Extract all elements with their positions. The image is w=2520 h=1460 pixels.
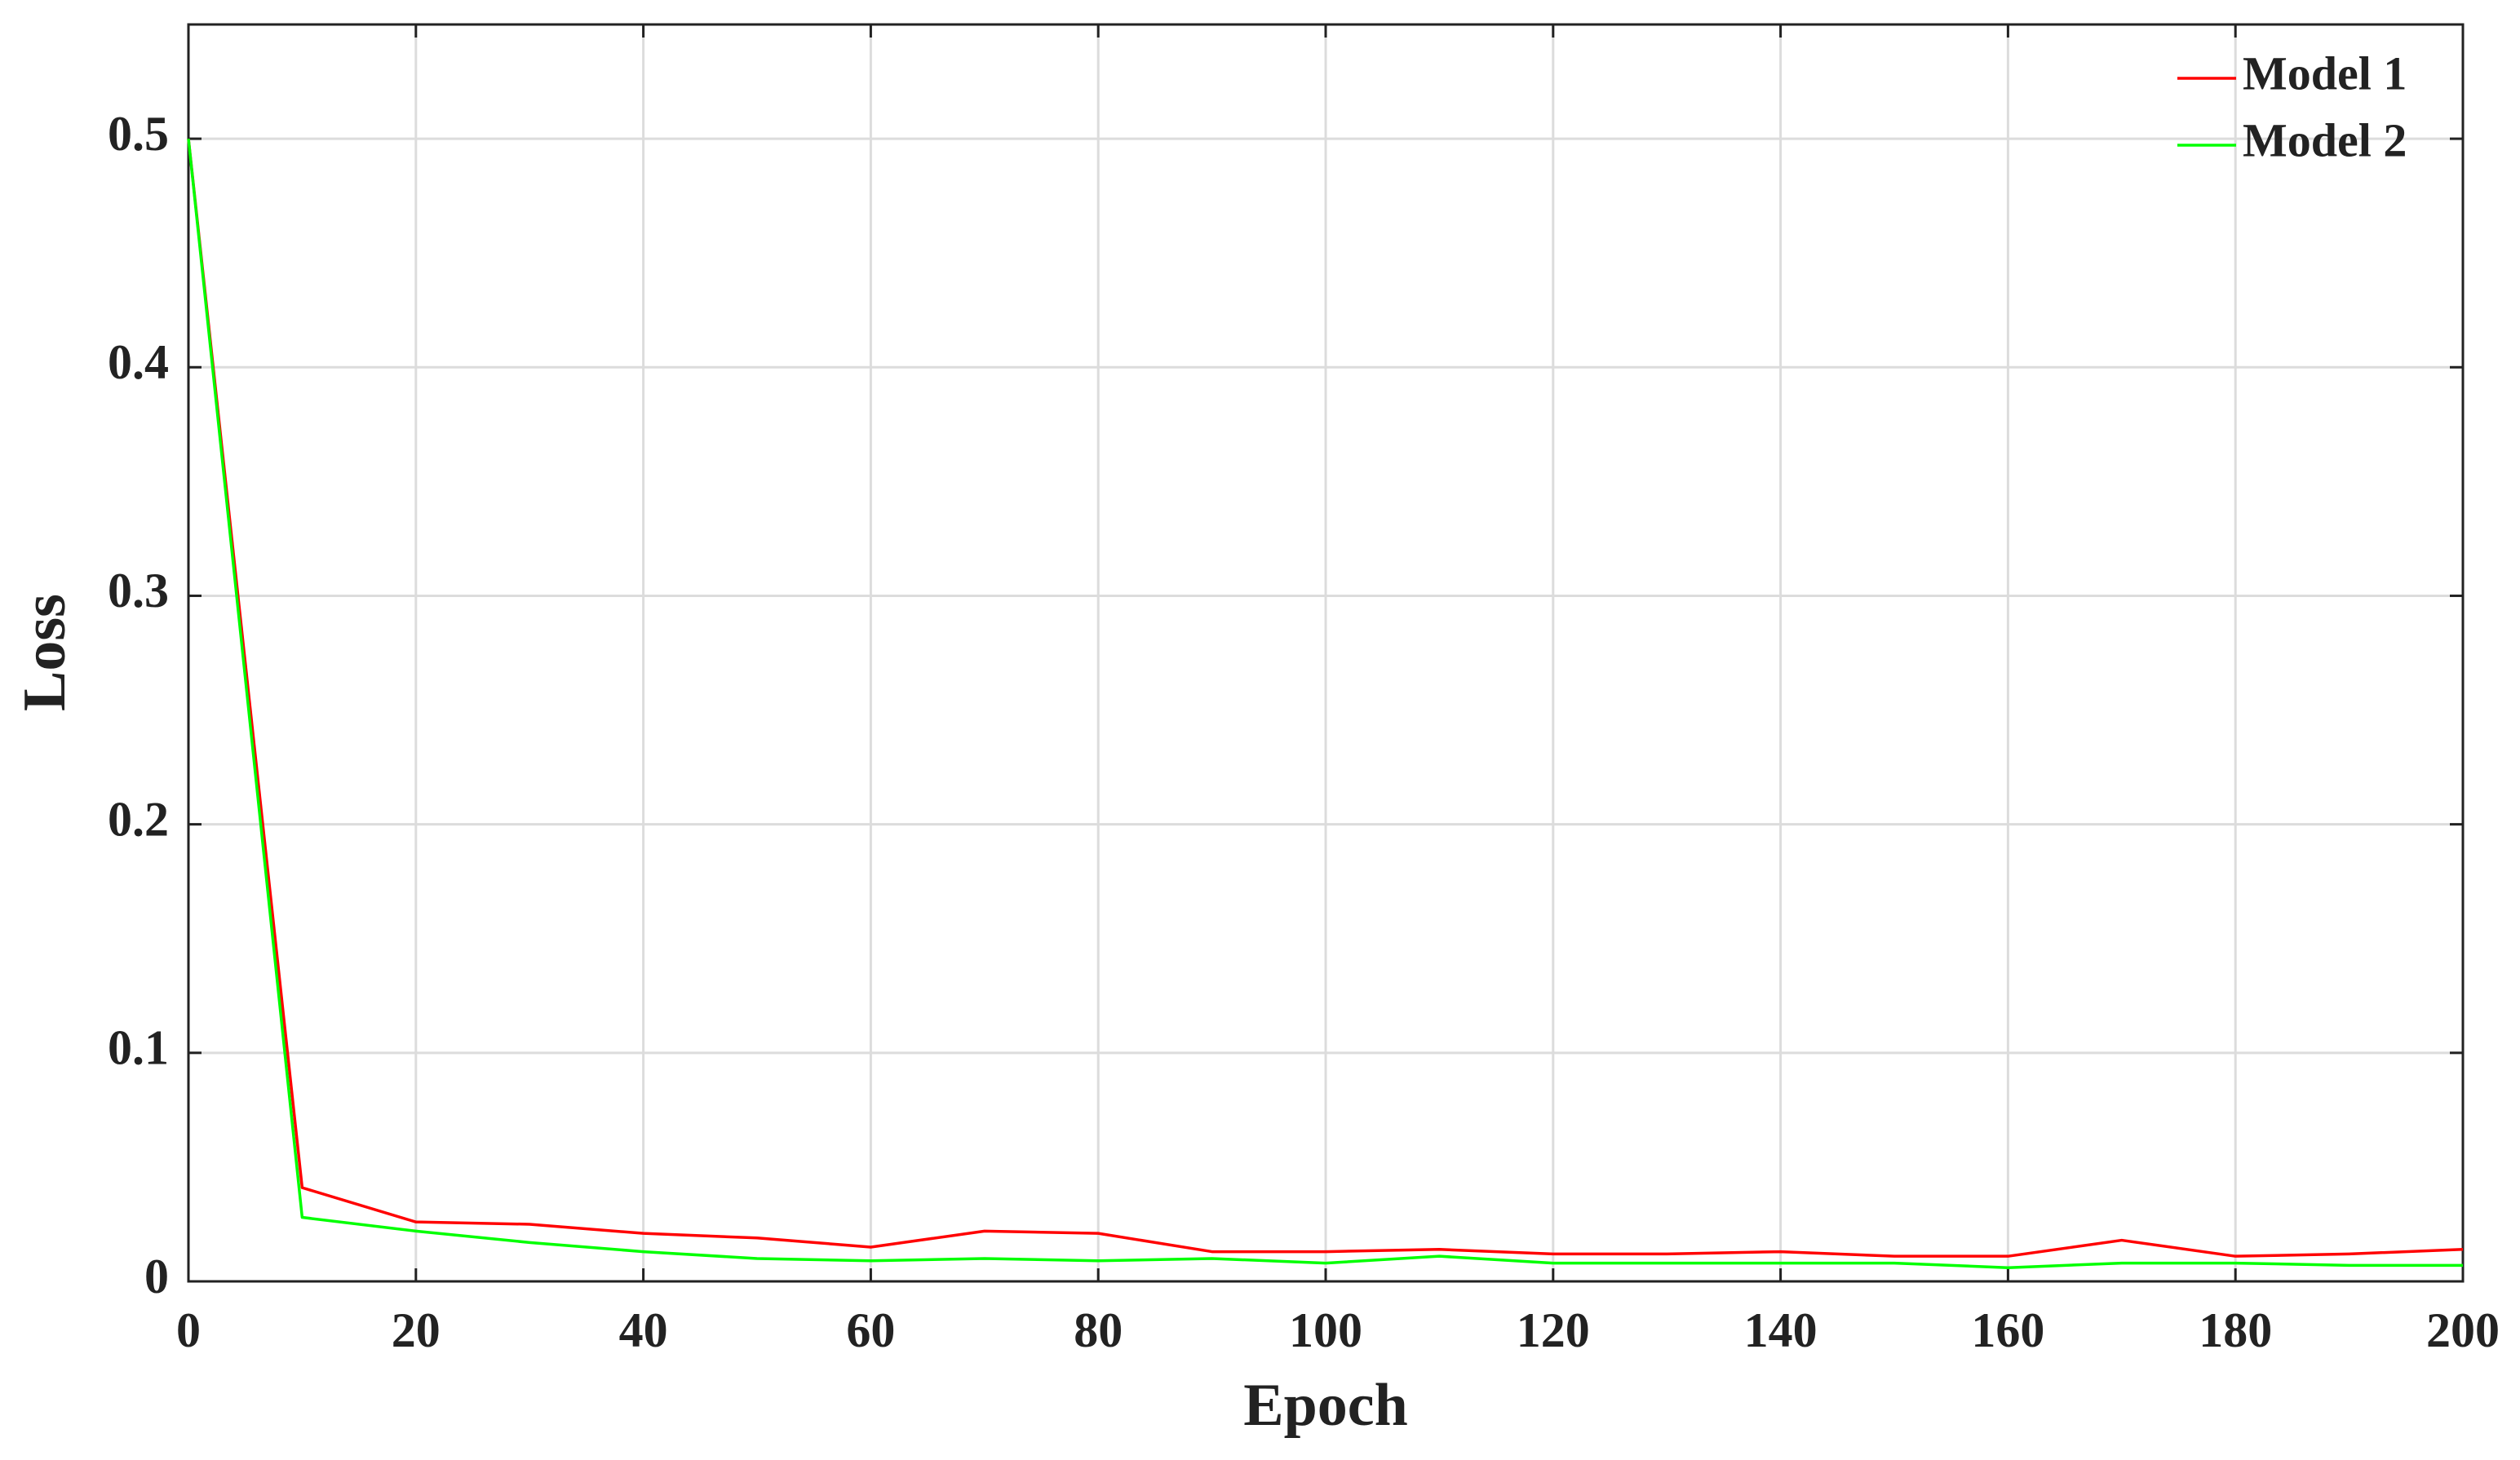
x-tick-label: 140 xyxy=(1744,1303,1818,1357)
x-tick-label: 160 xyxy=(1971,1303,2044,1357)
y-tick-label: 0.4 xyxy=(108,335,169,389)
x-axis-label: Epoch xyxy=(1243,1372,1408,1439)
x-tick-label: 20 xyxy=(392,1303,441,1357)
x-tick-label: 120 xyxy=(1517,1303,1590,1357)
x-tick-label: 100 xyxy=(1289,1303,1362,1357)
y-tick-label: 0.3 xyxy=(108,564,169,617)
y-tick-label: 0.2 xyxy=(108,792,169,846)
legend-label: Model 1 xyxy=(2243,46,2407,100)
x-tick-label: 0 xyxy=(176,1303,201,1357)
x-tick-label: 80 xyxy=(1074,1303,1123,1357)
x-tick-label: 60 xyxy=(846,1303,895,1357)
x-tick-label: 200 xyxy=(2426,1303,2500,1357)
data-line xyxy=(187,138,2463,1269)
y-tick-label: 0 xyxy=(144,1250,169,1303)
y-axis-label: Loss xyxy=(11,594,78,711)
x-tick-label: 40 xyxy=(619,1303,668,1357)
y-tick-label: 0.5 xyxy=(108,107,169,161)
legend-label: Model 2 xyxy=(2243,113,2407,166)
data-line xyxy=(187,138,2464,1258)
plot-frame xyxy=(187,23,2465,1283)
y-tick-label: 0.1 xyxy=(108,1021,169,1075)
x-tick-label: 180 xyxy=(2199,1303,2272,1357)
